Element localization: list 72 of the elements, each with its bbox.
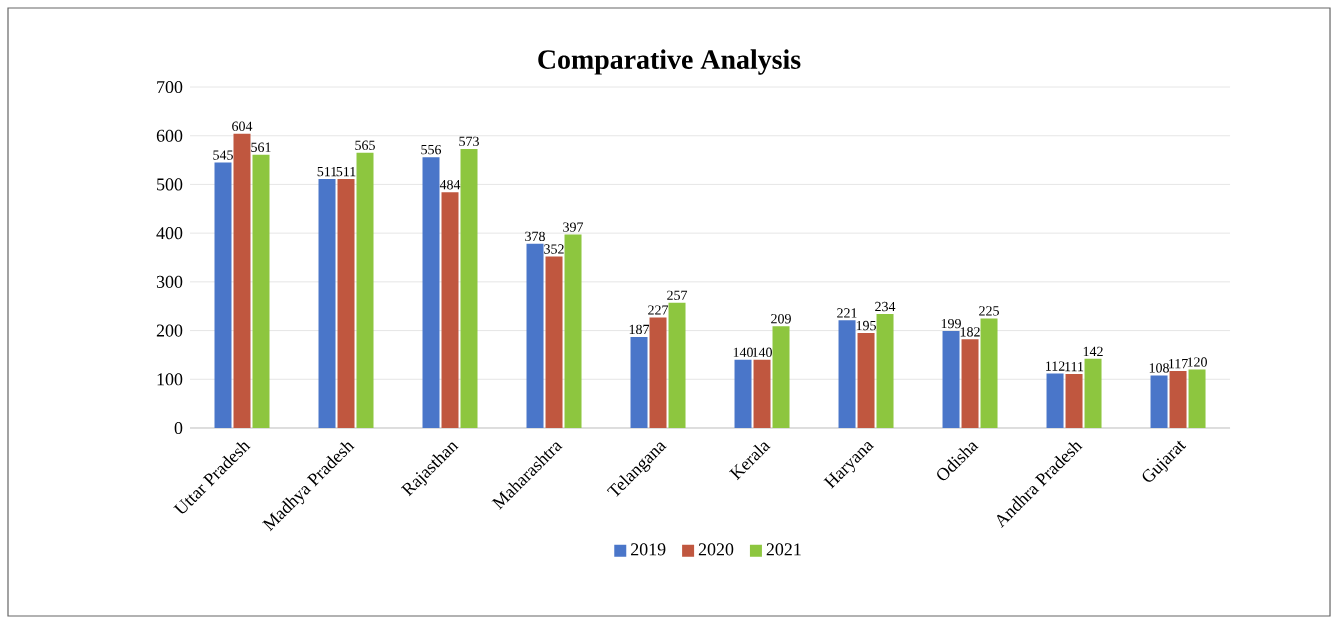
bar [545, 256, 563, 428]
data-label: 187 [629, 324, 650, 335]
data-label: 573 [459, 136, 479, 147]
legend-label: 2020 [698, 543, 734, 556]
y-tick-label: 200 [156, 324, 183, 337]
data-label: 511 [317, 166, 337, 177]
data-label: 397 [563, 222, 584, 232]
bar [630, 336, 648, 428]
data-label: 221 [837, 308, 857, 318]
bar [564, 234, 582, 428]
chart-title: Comparative Analysis [538, 49, 801, 75]
data-label: 556 [421, 145, 442, 155]
y-tick-label: 500 [157, 178, 183, 191]
y-tick-label: 300 [156, 275, 183, 288]
bar [857, 333, 875, 428]
bar [526, 243, 544, 428]
data-label: 195 [856, 320, 876, 331]
bar [838, 320, 856, 428]
data-label: 182 [960, 327, 980, 337]
bar [876, 314, 894, 428]
bar [961, 339, 979, 428]
bar [668, 302, 686, 428]
bar [1084, 358, 1102, 428]
bar [942, 331, 960, 428]
data-label: 140 [752, 347, 772, 357]
y-tick-label: 400 [156, 227, 183, 240]
data-label: 234 [875, 301, 896, 312]
bar [1169, 371, 1187, 428]
bar [1188, 369, 1206, 428]
data-label: 257 [667, 290, 688, 300]
data-label: 484 [439, 180, 461, 190]
bar [252, 154, 270, 428]
data-label: 112 [1046, 361, 1065, 371]
bar [649, 317, 667, 428]
data-label: 209 [771, 313, 791, 324]
y-tick-label: 100 [157, 373, 183, 386]
bar [214, 162, 232, 428]
bar [441, 192, 459, 428]
data-label: 565 [355, 140, 375, 150]
bar [356, 152, 374, 428]
data-label: 545 [213, 150, 233, 160]
data-label: 378 [525, 231, 545, 242]
bar [734, 359, 752, 428]
legend-label: 2021 [766, 543, 801, 556]
bar [1046, 373, 1064, 428]
data-label: 199 [941, 318, 961, 329]
bar [1065, 373, 1083, 428]
bar [753, 359, 771, 428]
y-tick-label: 700 [157, 80, 183, 94]
bar [233, 133, 251, 428]
data-label: 111 [1065, 361, 1084, 372]
data-label: 511 [336, 166, 356, 177]
data-label: 140 [733, 347, 753, 357]
bar [980, 318, 998, 428]
data-label: 225 [979, 306, 999, 316]
legend-label: 2019 [631, 543, 666, 556]
data-label: 142 [1083, 346, 1103, 357]
bar [422, 157, 440, 428]
y-tick-label: 600 [156, 129, 183, 142]
data-label: 227 [648, 305, 669, 315]
data-label: 117 [1169, 359, 1188, 369]
bar [460, 148, 478, 428]
data-label: 120 [1187, 357, 1207, 367]
y-tick-label: 0 [174, 421, 183, 435]
data-label: 352 [544, 244, 564, 254]
bar [337, 179, 355, 428]
data-label: 604 [232, 121, 253, 131]
bar [1150, 375, 1168, 428]
bar [772, 326, 790, 428]
data-label: 561 [251, 142, 271, 152]
bar [318, 179, 336, 428]
data-label: 108 [1149, 363, 1169, 373]
